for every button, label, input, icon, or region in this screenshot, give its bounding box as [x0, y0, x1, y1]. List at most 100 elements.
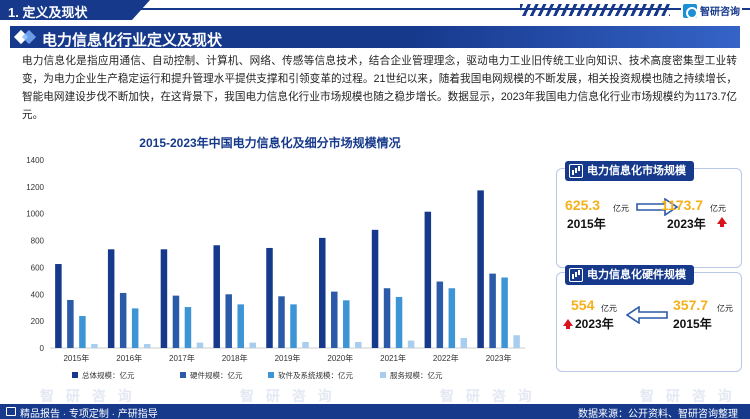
bar — [249, 342, 256, 348]
hardware-size-card: 电力信息化硬件规模 554 亿元 2023年 357.7 亿元 2015年 — [556, 265, 742, 372]
legend-label: 软件及系统规模：亿元 — [278, 370, 353, 380]
page-title-bar: 电力信息化行业定义及现状 — [10, 26, 740, 49]
footer-slogan: 精品报告 · 专项定制 · 产研指导 — [20, 409, 158, 419]
bar — [489, 273, 496, 348]
x-tick-label: 2020年 — [327, 353, 353, 363]
arrow-right-icon — [636, 198, 679, 216]
bar — [143, 343, 151, 348]
header-stripes — [520, 4, 670, 16]
legend-label: 硬件规模：亿元 — [190, 370, 243, 380]
y-tick-label: 200 — [31, 317, 45, 326]
bar — [131, 308, 139, 348]
y-tick-label: 600 — [31, 263, 45, 272]
bar — [383, 288, 391, 348]
brand-logo-text: 智研咨询 — [700, 7, 740, 18]
market-start-value: 625.3 — [565, 197, 601, 213]
legend-label: 服务规模：亿元 — [390, 370, 443, 380]
hardware-left-unit: 亿元 — [601, 304, 617, 313]
legend-swatch — [380, 372, 386, 378]
legend-swatch — [268, 372, 274, 378]
bar — [290, 304, 297, 348]
bar — [119, 292, 127, 348]
watermark-text: 智 研 咨 询 — [640, 388, 736, 404]
bar — [501, 277, 508, 348]
bar — [477, 190, 484, 348]
bar — [371, 229, 379, 348]
hardware-size-card-title: 电力信息化硬件规模 — [587, 269, 686, 281]
bar — [237, 304, 244, 348]
market-size-card-title: 电力信息化市场规模 — [587, 165, 686, 177]
y-tick-label: 0 — [40, 344, 45, 353]
x-tick-label: 2015年 — [63, 353, 89, 363]
footer-bar: 精品报告 · 专项定制 · 产研指导 数据来源：公开资料、智研咨询整理 — [0, 404, 750, 419]
bar — [460, 337, 468, 348]
section-tab — [0, 0, 150, 20]
x-tick-label: 2019年 — [275, 353, 301, 363]
bar — [196, 342, 204, 348]
market-end-unit: 亿元 — [710, 204, 726, 213]
x-tick-label: 2018年 — [222, 353, 248, 363]
x-tick-label: 2021年 — [380, 353, 406, 363]
page-title: 电力信息化行业定义及现状 — [42, 32, 223, 49]
hardware-size-card-header: 电力信息化硬件规模 — [565, 265, 694, 285]
bar — [407, 340, 415, 348]
bar — [436, 281, 444, 348]
bar — [67, 299, 74, 348]
x-tick-label: 2023年 — [486, 353, 512, 363]
bar — [213, 245, 220, 348]
bar — [172, 295, 180, 348]
bar — [184, 307, 192, 348]
bar — [160, 249, 168, 348]
bar — [395, 296, 403, 348]
legend-label: 总体规模：亿元 — [82, 370, 135, 380]
hardware-right-unit: 亿元 — [717, 304, 733, 313]
y-tick-label: 1400 — [26, 156, 44, 165]
y-tick-label: 800 — [31, 237, 45, 246]
bar — [91, 343, 98, 348]
market-start-year: 2015年 — [567, 217, 606, 231]
bar — [302, 341, 309, 348]
chart-title: 2015-2023年中国电力信息化及细分市场规模情况 — [139, 136, 401, 150]
bar — [343, 300, 350, 348]
bar — [448, 288, 456, 348]
market-size-card-header: 电力信息化市场规模 — [565, 161, 694, 181]
bar — [513, 335, 520, 348]
legend-swatch — [180, 372, 186, 378]
bar — [319, 237, 326, 348]
watermark-text: 智 研 咨 询 — [440, 388, 536, 404]
brand-logo: 智研咨询 — [681, 3, 742, 19]
chart-icon — [569, 164, 583, 178]
bar — [355, 341, 362, 348]
x-tick-label: 2016年 — [116, 353, 142, 363]
watermark-text: 智 研 咨 询 — [240, 388, 336, 404]
market-end-year: 2023年 — [667, 217, 706, 231]
x-tick-label: 2022年 — [433, 353, 459, 363]
bar — [331, 291, 338, 348]
header-rule — [140, 8, 750, 10]
chart-icon — [569, 268, 583, 282]
legend-swatch — [72, 372, 78, 378]
report-icon — [6, 407, 16, 416]
intro-paragraph: 电力信息化是指应用通信、自动控制、计算机、网络、传感等信息技术，结合企业管理理念… — [22, 55, 737, 121]
bar — [266, 247, 273, 348]
increase-arrow-icon — [563, 319, 573, 329]
hardware-left-value: 554 — [571, 297, 595, 313]
increase-arrow-icon — [717, 217, 727, 227]
watermark: 智 研 咨 询 智 研 咨 询 智 研 咨 询 智 研 咨 询 — [0, 386, 750, 404]
bar — [55, 264, 62, 348]
bar — [278, 296, 285, 348]
hardware-right-year: 2015年 — [673, 317, 712, 331]
brand-logo-icon — [683, 3, 698, 19]
bar — [424, 211, 432, 348]
y-tick-label: 1200 — [26, 183, 44, 192]
top-bar: 1. 定义及现状 智研咨询 — [0, 0, 750, 22]
bar-chart: 0 200 400 600 800 1000 1200 1400 2015年 2016年 2017年… — [26, 156, 525, 380]
bar — [225, 294, 232, 348]
market-size-card: 电力信息化市场规模 625.3 亿元 2015年 1173.7 亿元 2023年 — [556, 161, 742, 268]
bar — [107, 249, 115, 348]
market-end-value: 1173.7 — [661, 197, 704, 213]
hardware-right-value: 357.7 — [673, 297, 709, 313]
section-label: 1. 定义及现状 — [8, 5, 88, 20]
hardware-left-year: 2023年 — [575, 317, 614, 331]
y-tick-label: 400 — [31, 290, 45, 299]
